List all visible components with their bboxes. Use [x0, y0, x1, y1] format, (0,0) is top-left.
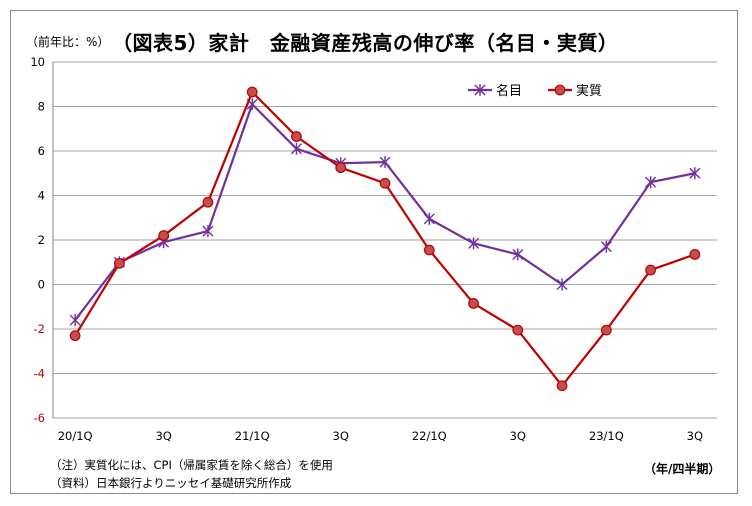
y-tick-label: -4	[34, 367, 45, 381]
series-line-nominal	[74, 102, 696, 321]
y-tick-label: 8	[38, 100, 45, 114]
data-point-nominal	[600, 240, 612, 253]
data-point-real	[202, 196, 214, 208]
note-cpi: （注）実質化には、CPI（帰属家賃を除く総合）を使用	[50, 458, 333, 472]
legend-label-real: 実質	[576, 83, 602, 99]
data-point-nominal	[69, 314, 81, 327]
x-tick-label: 22/1Q	[412, 429, 447, 443]
y-tick-label: 4	[38, 189, 45, 203]
data-point-real	[512, 324, 524, 336]
data-point-real	[246, 86, 258, 98]
data-point-real	[69, 330, 81, 342]
data-point-nominal	[202, 225, 214, 238]
y-tick-label: 6	[38, 144, 45, 158]
series-line-real	[74, 90, 696, 388]
y-tick-labels: 10 8 6 4 2 0 -2 -4 -6	[30, 55, 45, 425]
y-tick-label: -2	[34, 322, 45, 336]
legend: 名目 実質	[468, 83, 602, 99]
data-point-nominal	[512, 248, 524, 261]
x-tick-label: 3Q	[687, 429, 703, 443]
data-point-nominal	[423, 212, 435, 225]
data-point-real	[468, 298, 479, 309]
data-point-nominal	[379, 156, 391, 169]
data-point-real	[645, 264, 656, 276]
note-source: （資料）日本銀行よりニッセイ基礎研究所作成	[50, 476, 292, 490]
x-tick-label: 23/1Q	[589, 429, 624, 443]
data-point-real	[291, 131, 302, 142]
data-point-nominal	[645, 176, 657, 189]
legend-marker-real	[554, 84, 566, 96]
y-tick-label: -6	[34, 411, 45, 425]
data-point-real	[113, 257, 125, 269]
data-point-real	[423, 244, 435, 256]
y-tick-label: 0	[38, 278, 45, 292]
x-tick-label: 3Q	[333, 429, 349, 443]
data-point-real	[600, 324, 612, 336]
x-unit-label: （年/四半期）	[644, 462, 721, 476]
legend-marker-nominal	[474, 84, 486, 96]
data-point-real	[689, 249, 701, 260]
x-tick-labels: 20/1Q 3Q 21/1Q 3Q 22/1Q 3Q 23/1Q 3Q	[58, 429, 703, 443]
x-tick-label: 3Q	[155, 429, 171, 443]
data-point-nominal	[689, 167, 701, 180]
grid-lines	[53, 61, 717, 419]
data-point-real	[379, 177, 391, 189]
chart-title: （図表5）家計 金融資産残高の伸び率（名目・実質）	[112, 31, 619, 55]
x-tick-label: 20/1Q	[58, 429, 93, 443]
data-point-nominal	[556, 278, 568, 291]
y-unit-label: （前年比：%）	[26, 35, 110, 49]
x-tick-label: 3Q	[510, 429, 526, 443]
data-point-real	[158, 230, 170, 241]
data-point-nominal	[468, 237, 480, 250]
chart-frame	[10, 10, 738, 494]
x-tick-label: 21/1Q	[235, 429, 270, 443]
legend-label-nominal: 名目	[496, 83, 522, 99]
y-tick-label: 10	[30, 55, 45, 69]
data-point-real	[556, 380, 568, 392]
y-tick-label: 2	[38, 233, 45, 247]
series	[69, 86, 701, 392]
data-point-nominal	[290, 142, 302, 155]
data-point-real	[335, 162, 347, 174]
